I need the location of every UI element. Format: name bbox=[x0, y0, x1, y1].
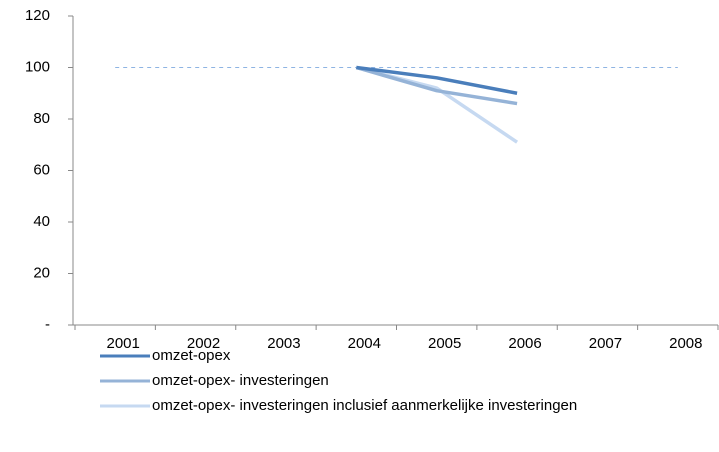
legend-label: omzet-opex bbox=[152, 347, 231, 364]
y-tick-label: 40 bbox=[33, 213, 50, 230]
x-tick-label: 2008 bbox=[669, 335, 702, 352]
x-tick-label: 2005 bbox=[428, 335, 461, 352]
x-tick-label: 2007 bbox=[589, 335, 622, 352]
x-tick-label: 2001 bbox=[107, 335, 140, 352]
y-tick-label: 80 bbox=[33, 110, 50, 127]
x-tick-label: 2003 bbox=[267, 335, 300, 352]
series-line bbox=[355, 65, 518, 106]
x-tick-label: 2006 bbox=[508, 335, 541, 352]
legend-label: omzet-opex- investeringen inclusief aanm… bbox=[152, 397, 577, 414]
x-tick-label: 2002 bbox=[187, 335, 220, 352]
legend-label: omzet-opex- investeringen bbox=[152, 372, 329, 389]
y-tick-label: 100 bbox=[25, 58, 50, 75]
x-tick-label: 2004 bbox=[348, 335, 381, 352]
y-tick-label: 120 bbox=[25, 7, 50, 24]
series-line bbox=[356, 65, 518, 95]
y-tick-label: - bbox=[45, 316, 50, 333]
y-tick-label: 20 bbox=[33, 264, 50, 281]
y-tick-label: 60 bbox=[33, 161, 50, 178]
